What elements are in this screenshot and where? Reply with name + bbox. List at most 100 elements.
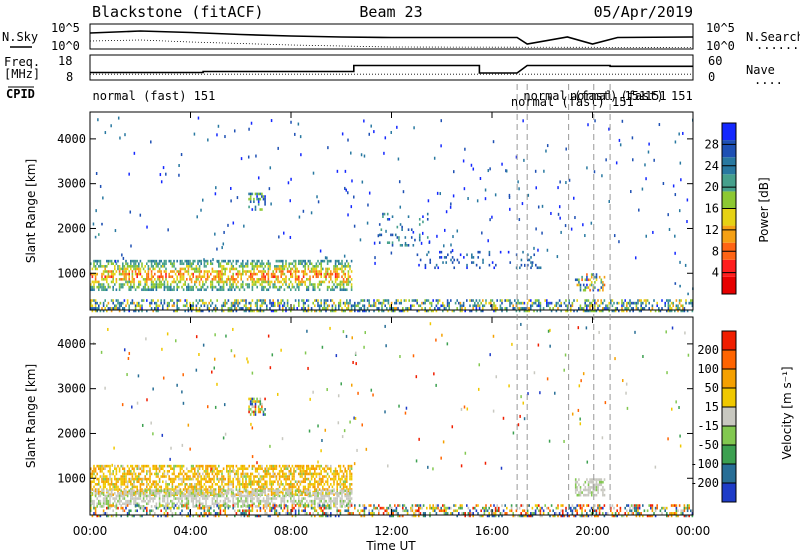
power-cell <box>198 307 201 310</box>
power-cell <box>538 304 540 308</box>
power-cell <box>440 250 443 254</box>
power-cell <box>314 309 316 313</box>
power-cell <box>126 272 129 276</box>
power-cell <box>222 283 225 286</box>
power-cell <box>598 309 601 313</box>
velocity-cell <box>123 483 126 486</box>
power-cell <box>302 265 305 268</box>
velocity-cell <box>147 499 150 503</box>
velocity-cell <box>341 494 343 498</box>
power-cell <box>400 301 402 305</box>
velocity-cell <box>216 504 218 507</box>
power-speckle <box>484 197 487 201</box>
velocity-cell <box>557 504 559 507</box>
power-cell <box>120 267 122 271</box>
velocity-cell <box>237 483 239 486</box>
velocity-cell <box>227 497 230 500</box>
power-speckle <box>300 153 302 157</box>
power-cell <box>582 309 585 313</box>
power-cell <box>338 304 340 308</box>
power-cell <box>341 275 343 279</box>
power-cell <box>240 285 242 289</box>
power-cell <box>253 272 255 276</box>
power-speckle <box>203 258 205 262</box>
velocity-cell <box>299 470 302 473</box>
velocity-cell <box>418 506 420 510</box>
velocity-cell <box>254 489 257 493</box>
velocity-cell <box>304 480 306 484</box>
power-cell <box>254 208 257 211</box>
velocity-cell <box>242 494 244 498</box>
velocity-cell <box>237 472 239 476</box>
power-cell <box>323 299 326 302</box>
power-cell <box>544 299 546 302</box>
frequency-panel-frame <box>89 54 694 81</box>
power-cell <box>208 270 210 273</box>
velocity-cell <box>200 502 202 506</box>
velocity-cell <box>312 492 314 495</box>
power-cell <box>250 304 252 308</box>
velocity-cell <box>326 488 329 491</box>
power-cell <box>166 285 169 289</box>
power-cell <box>123 299 126 302</box>
velocity-cell <box>453 509 455 513</box>
frequency-series <box>90 64 693 75</box>
power-cell <box>149 259 151 263</box>
velocity-cell <box>155 485 158 489</box>
velocity-cell <box>416 509 418 513</box>
velocity-cell <box>131 472 134 476</box>
velocity-cell <box>98 514 100 518</box>
power-cell <box>166 307 169 310</box>
velocity-cell <box>306 464 308 468</box>
velocity-cell <box>259 509 262 513</box>
velocity-cell <box>429 506 431 510</box>
velocity-cell <box>318 488 321 491</box>
velocity-cell <box>317 497 319 500</box>
velocity-cell <box>197 477 199 481</box>
velocity-cell <box>96 477 98 481</box>
power-speckle <box>384 136 387 140</box>
power-cell <box>94 235 97 239</box>
velocity-cell <box>278 485 281 489</box>
velocity-cell <box>171 505 174 508</box>
power-cell <box>680 309 682 313</box>
velocity-cell <box>93 477 95 481</box>
power-cell <box>264 278 266 281</box>
velocity-cell <box>136 480 138 484</box>
power-cell <box>597 307 599 310</box>
velocity-cell <box>216 499 218 503</box>
velocity-cell <box>112 509 114 513</box>
power-cell <box>98 304 100 308</box>
power-cell <box>592 309 594 313</box>
velocity-cell <box>134 502 137 506</box>
power-cell <box>272 275 274 279</box>
velocity-cell <box>267 504 270 507</box>
velocity-cell <box>469 509 471 513</box>
power-cell <box>251 265 254 268</box>
power-cell <box>90 285 92 289</box>
power-cell <box>301 259 303 263</box>
power-cell <box>261 192 263 196</box>
velocity-cell <box>250 494 252 498</box>
velocity-cell <box>520 504 522 507</box>
power-cell <box>646 299 649 302</box>
velocity-cell <box>126 483 129 486</box>
velocity-cell <box>320 480 322 484</box>
velocity-cell <box>290 480 292 484</box>
velocity-cell <box>179 472 182 476</box>
velocity-cell <box>170 477 172 481</box>
velocity-cell <box>309 492 311 495</box>
power-cell <box>635 307 638 310</box>
power-cell <box>186 304 188 308</box>
velocity-cell <box>539 512 542 515</box>
power-cell <box>579 286 582 289</box>
power-cell <box>221 272 223 276</box>
velocity-cell <box>301 475 303 478</box>
power-cell <box>261 272 263 276</box>
velocity-cell <box>206 467 209 471</box>
velocity-cell <box>325 464 327 468</box>
power-speckle <box>97 118 99 122</box>
power-cell <box>330 288 332 292</box>
velocity-cell <box>304 502 306 506</box>
power-cell <box>290 280 292 284</box>
